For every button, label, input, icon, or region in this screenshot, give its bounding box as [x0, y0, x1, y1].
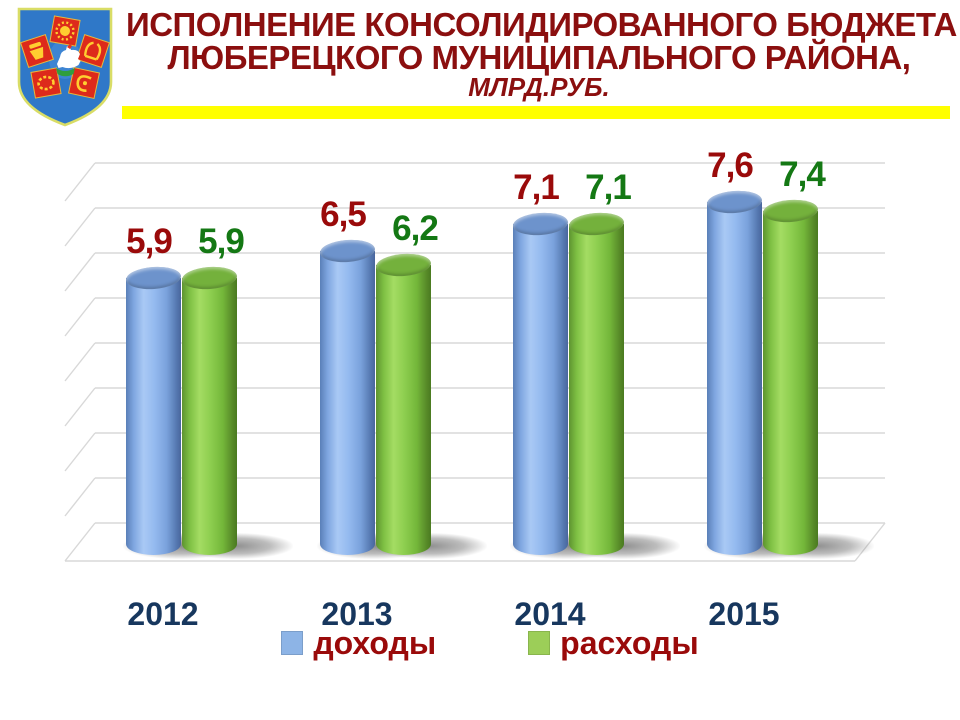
gridline [64, 477, 96, 517]
category-label-2012: 2012 [127, 596, 199, 632]
horse-emblem [56, 44, 81, 77]
legend-item-rashody: расходы [528, 625, 699, 661]
chart-legend: доходы расходы [0, 626, 960, 660]
value-label-dohody-2012: 5,9 [126, 222, 173, 261]
gridline [64, 522, 96, 562]
value-label-dohody-2015: 7,6 [707, 146, 754, 185]
gridline [64, 432, 96, 472]
slide-title: ИСПОЛНЕНИЕ КОНСОЛИДИРОВАННОГО БЮДЖЕТА ЛЮ… [126, 6, 957, 102]
gridline [64, 297, 96, 337]
value-label-dohody-2013: 6,5 [320, 195, 367, 234]
value-label-rashody-2012: 5,9 [198, 222, 245, 261]
category-label-2013: 2013 [321, 596, 393, 632]
legend-swatch-dohody [281, 631, 304, 655]
title-line-2: ЛЮБЕРЕЦКОГО МУНИЦИПАЛЬНОГО РАЙОНА, [167, 39, 911, 76]
value-label-rashody-2014: 7,1 [585, 168, 632, 207]
value-label-dohody-2014: 7,1 [513, 168, 560, 207]
heraldic-squares [19, 15, 111, 100]
bar-dohody-2012 [124, 265, 182, 555]
bar-rashody-2014 [567, 211, 625, 555]
bar-dohody-2015 [705, 189, 763, 555]
budget-bar-chart: 5,9 5,9 6,5 6,2 7,1 7,1 7,6 7,4 2012 2013 2014 201… [0, 130, 960, 720]
gridline [64, 387, 96, 427]
category-axis: 2012 2013 2014 2015 [0, 130, 960, 720]
value-label-rashody-2013: 6,2 [392, 209, 439, 248]
coat-of-arms [17, 7, 113, 127]
bar-rashody-2012 [180, 265, 238, 555]
bar-rashody-2015 [761, 198, 819, 555]
value-label-rashody-2015: 7,4 [779, 155, 826, 194]
gridline [64, 162, 96, 202]
legend-label-rashody: расходы [560, 625, 699, 661]
bar-dohody-2014 [511, 211, 569, 555]
title-line-1: ИСПОЛНЕНИЕ КОНСОЛИДИРОВАННОГО БЮДЖЕТА [126, 6, 957, 43]
title-underline-bar [122, 106, 950, 119]
category-label-2015: 2015 [708, 596, 780, 632]
gridline [64, 252, 96, 292]
legend-item-dohody: доходы [281, 626, 436, 660]
legend-swatch-rashody [528, 631, 551, 655]
title-line-3: МЛРД.РУБ. [468, 72, 610, 102]
bar-dohody-2013 [318, 238, 376, 555]
legend-label-dohody: доходы [313, 625, 437, 661]
category-label-2014: 2014 [514, 596, 586, 632]
chart-plot-area: 5,9 5,9 6,5 6,2 7,1 7,1 7,6 7,4 [0, 130, 960, 720]
bar-rashody-2013 [374, 252, 432, 555]
gridline [64, 342, 96, 382]
gridline [64, 207, 96, 247]
